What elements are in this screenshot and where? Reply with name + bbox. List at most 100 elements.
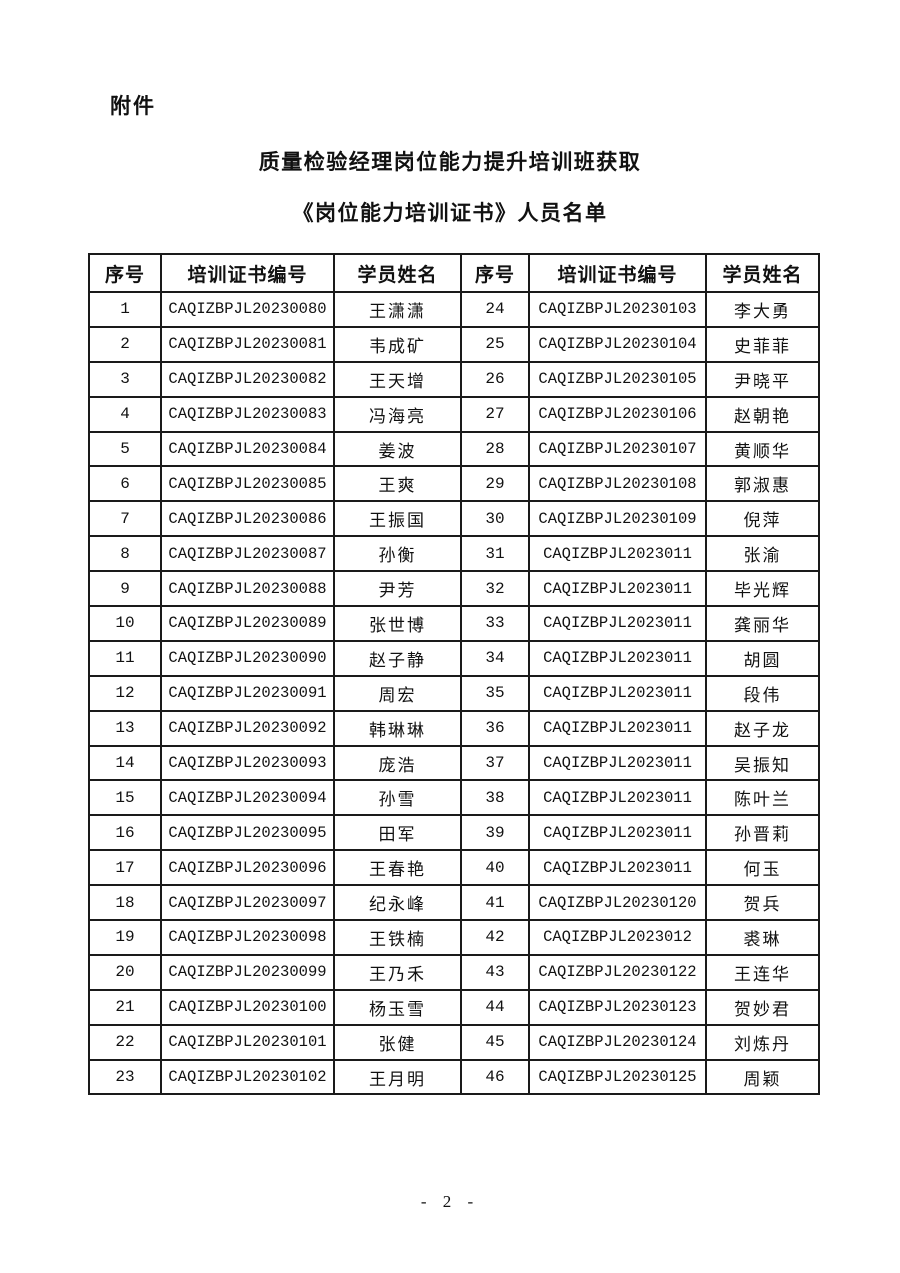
cell-student-name: 纪永峰 (333, 884, 462, 922)
cell-certificate-number: CAQIZBPJL2023011 (528, 639, 707, 677)
cell-student-name: 赵朝艳 (705, 395, 820, 433)
cell-student-name: 王月明 (333, 1058, 462, 1096)
cell-certificate-number: CAQIZBPJL2023011 (528, 674, 707, 712)
cell-serial-number: 39 (460, 814, 530, 852)
cell-serial-number: 36 (460, 709, 530, 747)
cell-student-name: 李大勇 (705, 291, 820, 328)
cell-serial-number: 38 (460, 779, 530, 817)
cell-certificate-number: CAQIZBPJL20230104 (528, 325, 707, 363)
cell-serial-number: 20 (88, 953, 162, 991)
cell-certificate-number: CAQIZBPJL20230087 (160, 535, 335, 573)
cell-student-name: 尹芳 (333, 570, 462, 608)
cell-serial-number: 4 (88, 395, 162, 433)
cell-serial-number: 10 (88, 605, 162, 642)
cell-student-name: 韩琳琳 (333, 709, 462, 747)
cell-certificate-number: CAQIZBPJL20230097 (160, 884, 335, 922)
table-row: 10 CAQIZBPJL20230089 张世博 33 CAQIZBPJL2023011… (88, 605, 820, 642)
table-row: 6 CAQIZBPJL20230085 王爽 29 CAQIZBPJL20230108 郭… (88, 465, 820, 503)
cell-serial-number: 46 (460, 1058, 530, 1096)
cell-serial-number: 33 (460, 605, 530, 642)
cell-serial-number: 43 (460, 953, 530, 991)
cell-certificate-number: CAQIZBPJL20230096 (160, 849, 335, 887)
table-row: 16 CAQIZBPJL20230095 田军 39 CAQIZBPJL2023011 孙… (88, 814, 820, 852)
cell-serial-number: 19 (88, 919, 162, 956)
cell-certificate-number: CAQIZBPJL20230105 (528, 360, 707, 398)
cell-serial-number: 11 (88, 639, 162, 677)
table-row: 3 CAQIZBPJL20230082 王天增 26 CAQIZBPJL20230105… (88, 360, 820, 398)
table-row: 11 CAQIZBPJL20230090 赵子静 34 CAQIZBPJL2023011… (88, 639, 820, 677)
table-row: 20 CAQIZBPJL20230099 王乃禾 43 CAQIZBPJL2023012… (88, 953, 820, 991)
cell-certificate-number: CAQIZBPJL20230092 (160, 709, 335, 747)
cell-student-name: 冯海亮 (333, 395, 462, 433)
cell-certificate-number: CAQIZBPJL20230083 (160, 395, 335, 433)
table-row: 23 CAQIZBPJL20230102 王月明 46 CAQIZBPJL2023012… (88, 1058, 820, 1096)
roster-table: 序号 培训证书编号 学员姓名 序号 培训证书编号 学员姓名 1 CAQIZBPJL… (88, 253, 820, 1096)
cell-serial-number: 37 (460, 744, 530, 782)
cell-serial-number: 45 (460, 1023, 530, 1061)
page-number: - 2 - (420, 1192, 480, 1211)
cell-serial-number: 22 (88, 1023, 162, 1061)
cell-certificate-number: CAQIZBPJL20230107 (528, 430, 707, 468)
cell-serial-number: 42 (460, 919, 530, 956)
cell-certificate-number: CAQIZBPJL20230122 (528, 953, 707, 991)
cell-student-name: 贺兵 (705, 884, 820, 922)
cell-certificate-number: CAQIZBPJL20230102 (160, 1058, 335, 1096)
cell-student-name: 刘炼丹 (705, 1023, 820, 1061)
cell-certificate-number: CAQIZBPJL2023011 (528, 744, 707, 782)
cell-student-name: 龚丽华 (705, 605, 820, 642)
cell-serial-number: 1 (88, 291, 162, 328)
cell-student-name: 孙衡 (333, 535, 462, 573)
cell-serial-number: 26 (460, 360, 530, 398)
cell-student-name: 王振国 (333, 500, 462, 538)
cell-student-name: 王天增 (333, 360, 462, 398)
cell-certificate-number: CAQIZBPJL20230098 (160, 919, 335, 956)
table-row: 21 CAQIZBPJL20230100 杨玉雪 44 CAQIZBPJL2023012… (88, 988, 820, 1026)
cell-certificate-number: CAQIZBPJL20230090 (160, 639, 335, 677)
cell-certificate-number: CAQIZBPJL20230125 (528, 1058, 707, 1096)
cell-certificate-number: CAQIZBPJL20230124 (528, 1023, 707, 1061)
header-student-name: 学员姓名 (705, 253, 820, 293)
cell-certificate-number: CAQIZBPJL2023011 (528, 709, 707, 747)
cell-student-name: 周颖 (705, 1058, 820, 1096)
cell-student-name: 王春艳 (333, 849, 462, 887)
cell-serial-number: 16 (88, 814, 162, 852)
cell-serial-number: 18 (88, 884, 162, 922)
cell-serial-number: 6 (88, 465, 162, 503)
cell-serial-number: 30 (460, 500, 530, 538)
cell-certificate-number: CAQIZBPJL20230080 (160, 291, 335, 328)
cell-student-name: 孙晋莉 (705, 814, 820, 852)
cell-student-name: 贺妙君 (705, 988, 820, 1026)
cell-certificate-number: CAQIZBPJL2023012 (528, 919, 707, 956)
cell-serial-number: 41 (460, 884, 530, 922)
cell-certificate-number: CAQIZBPJL2023011 (528, 849, 707, 887)
cell-certificate-number: CAQIZBPJL20230108 (528, 465, 707, 503)
cell-student-name: 杨玉雪 (333, 988, 462, 1026)
cell-certificate-number: CAQIZBPJL2023011 (528, 814, 707, 852)
cell-student-name: 郭淑惠 (705, 465, 820, 503)
cell-certificate-number: CAQIZBPJL20230106 (528, 395, 707, 433)
cell-serial-number: 23 (88, 1058, 162, 1096)
table-row: 5 CAQIZBPJL20230084 姜波 28 CAQIZBPJL20230107 黄… (88, 430, 820, 468)
table-row: 1 CAQIZBPJL20230080 王潇潇 24 CAQIZBPJL20230103… (88, 291, 820, 328)
table-header-row: 序号 培训证书编号 学员姓名 序号 培训证书编号 学员姓名 (88, 253, 820, 293)
cell-certificate-number: CAQIZBPJL20230093 (160, 744, 335, 782)
cell-student-name: 胡圆 (705, 639, 820, 677)
cell-student-name: 段伟 (705, 674, 820, 712)
cell-certificate-number: CAQIZBPJL20230094 (160, 779, 335, 817)
cell-serial-number: 3 (88, 360, 162, 398)
cell-student-name: 毕光辉 (705, 570, 820, 608)
cell-student-name: 庞浩 (333, 744, 462, 782)
cell-certificate-number: CAQIZBPJL20230086 (160, 500, 335, 538)
cell-student-name: 王潇潇 (333, 291, 462, 328)
cell-serial-number: 14 (88, 744, 162, 782)
cell-certificate-number: CAQIZBPJL2023011 (528, 605, 707, 642)
cell-certificate-number: CAQIZBPJL20230088 (160, 570, 335, 608)
table-row: 8 CAQIZBPJL20230087 孙衡 31 CAQIZBPJL2023011 张渝 (88, 535, 820, 573)
cell-student-name: 张健 (333, 1023, 462, 1061)
cell-serial-number: 21 (88, 988, 162, 1026)
cell-student-name: 王连华 (705, 953, 820, 991)
cell-serial-number: 15 (88, 779, 162, 817)
cell-serial-number: 24 (460, 291, 530, 328)
cell-certificate-number: CAQIZBPJL20230103 (528, 291, 707, 328)
